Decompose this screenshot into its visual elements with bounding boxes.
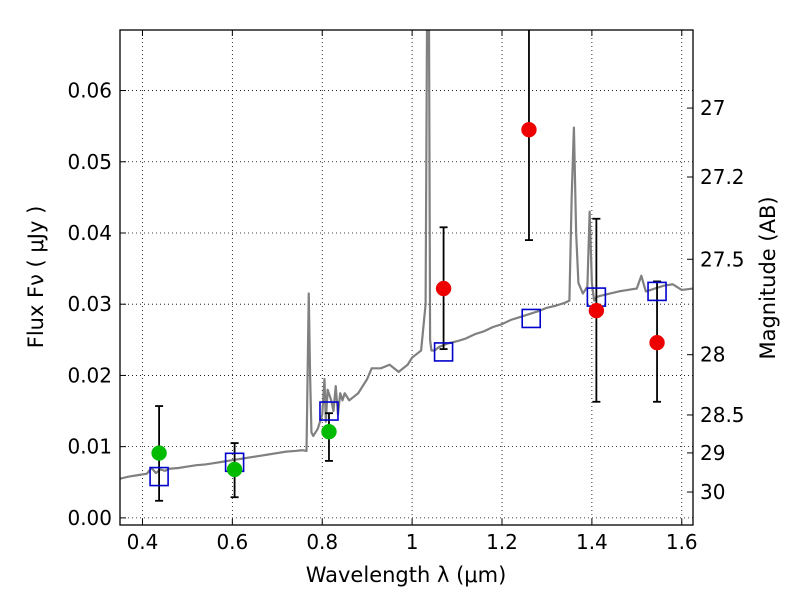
y2-tick-label: 29	[700, 441, 725, 465]
y2-tick-label: 27.5	[700, 247, 745, 271]
x-tick-label: 0.4	[127, 530, 159, 554]
x-tick-label: 0.6	[216, 530, 248, 554]
data-layer	[120, 30, 693, 502]
y-axis-label: Flux Fν ( μJy )	[24, 206, 48, 349]
x-tick-label: 1.2	[486, 530, 518, 554]
plot-background	[120, 30, 693, 525]
y-tick-label: 0.00	[67, 506, 112, 530]
ticks: 0.4 0.6 0.8 1 1.2 1.4 1.6 0.00 0.01 0.02 0.03 0.04 0…	[67, 30, 745, 554]
plot-frame	[119, 29, 694, 526]
y2-tick-label: 28.5	[700, 403, 745, 427]
y2-tick-label: 27.2	[700, 165, 745, 189]
model-square-point	[433, 342, 454, 362]
y-tick-label: 0.03	[67, 292, 112, 316]
x-tick-label: 1	[406, 530, 419, 554]
y2-axis-label: Magnitude (AB)	[756, 196, 780, 359]
y2-tick-label: 28	[700, 343, 725, 367]
y2-tick-label: 27	[700, 96, 725, 120]
x-tick-label: 0.8	[306, 530, 338, 554]
y-tick-label: 0.01	[67, 435, 112, 459]
observed-point	[435, 280, 452, 297]
x-tick-label: 1.6	[666, 530, 698, 554]
y-tick-label: 0.05	[67, 150, 112, 174]
y-tick-label: 0.04	[67, 221, 112, 245]
y-tick-label: 0.06	[67, 79, 112, 103]
y-tick-label: 0.02	[67, 363, 112, 387]
model-square-point	[319, 401, 339, 421]
observed-point	[321, 423, 337, 440]
x-axis-label: Wavelength λ (μm)	[306, 563, 507, 587]
observed-point	[521, 121, 537, 138]
observed-point	[226, 461, 243, 478]
x-tick-label: 1.4	[576, 530, 608, 554]
model-square-point	[647, 281, 667, 302]
model-square-point	[149, 466, 169, 487]
observed-point	[588, 302, 605, 319]
observed-point	[151, 445, 167, 461]
y2-tick-label: 30	[700, 480, 725, 504]
model-square-point	[521, 308, 542, 329]
observed-point	[649, 334, 665, 351]
